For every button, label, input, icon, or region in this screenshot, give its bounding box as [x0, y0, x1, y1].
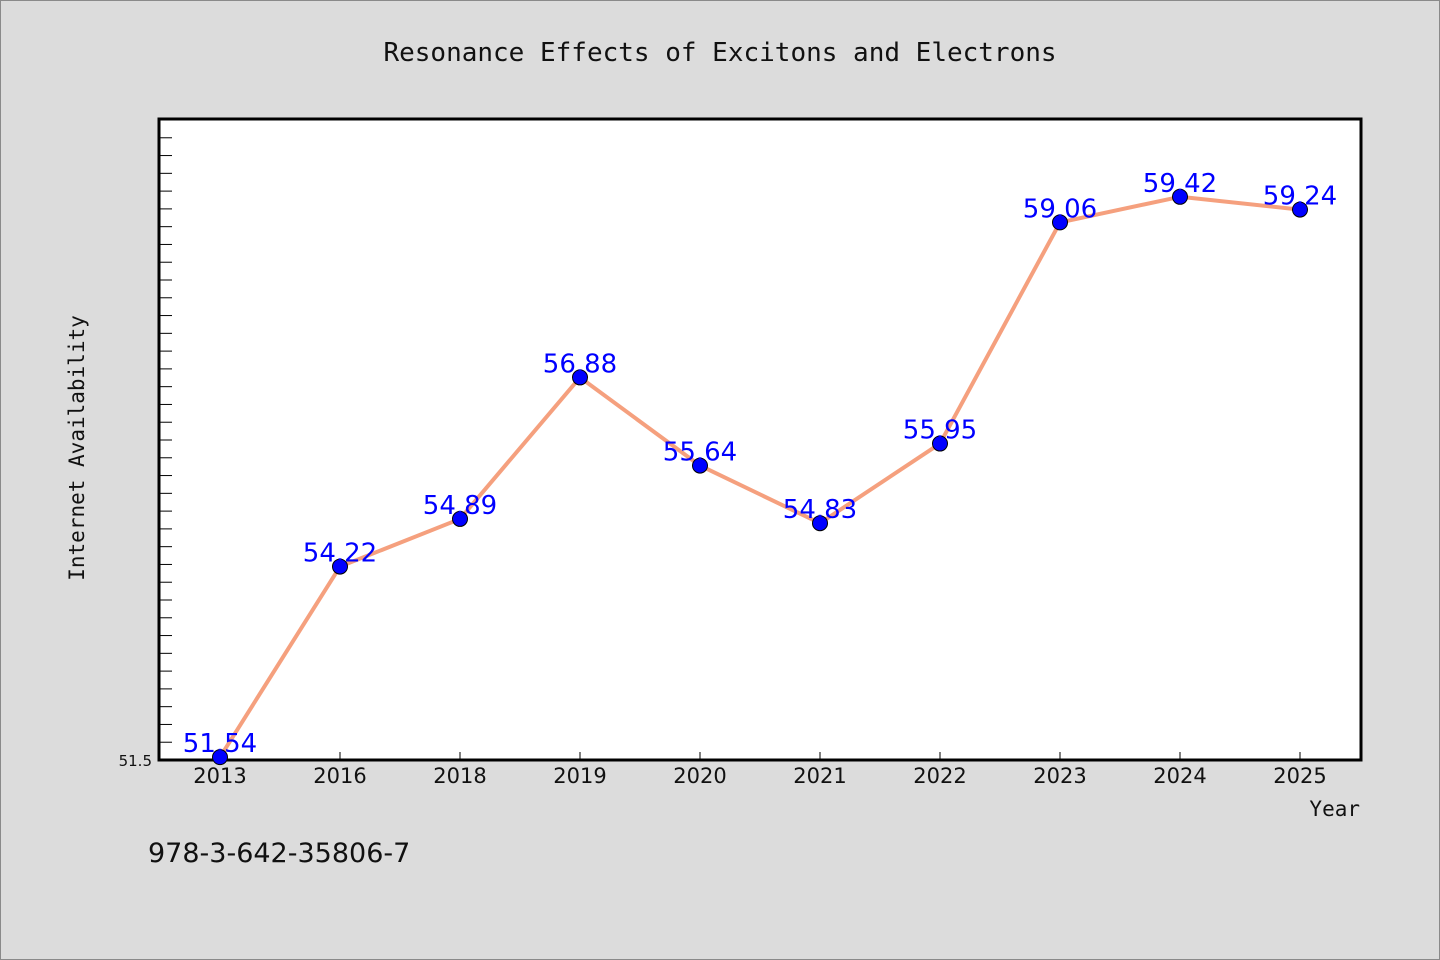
y-axis-ticks: [160, 137, 172, 743]
data-point: [212, 749, 228, 766]
data-label: 54.22: [303, 539, 377, 569]
x-tick-label: 2023: [1033, 764, 1086, 788]
footer-identifier: 978-3-642-35806-7: [148, 838, 410, 869]
data-point: [692, 457, 708, 474]
data-labels: 51.54 54.22 54.89 56.88 55.64 54.83 55.95 59.06…: [183, 169, 1337, 759]
x-tick-label: 2018: [433, 764, 486, 788]
x-tick-label: 2025: [1273, 764, 1326, 788]
plot-area: [157, 117, 1363, 762]
x-tick-label: 2024: [1153, 764, 1206, 788]
data-point: [332, 558, 348, 575]
data-label: 56.88: [543, 349, 617, 379]
data-label: 59.42: [1143, 169, 1217, 199]
chart-title: Resonance Effects of Excitons and Electr…: [383, 38, 1056, 68]
x-tick-label: 2022: [913, 764, 966, 788]
x-axis-title: Year: [1309, 797, 1360, 821]
data-label: 55.64: [663, 438, 737, 468]
data-point: [1052, 214, 1068, 231]
x-tick-label: 2021: [793, 764, 846, 788]
x-tick-label: 2020: [673, 764, 726, 788]
data-point: [812, 515, 828, 532]
data-label: 59.06: [1023, 194, 1097, 224]
data-label: 59.24: [1263, 182, 1337, 212]
data-label: 54.89: [423, 491, 497, 521]
x-tick-labels: 2013 2016 2018 2019 2020 2021 2022 2023 2024 2025: [193, 764, 1326, 788]
y-axis-title: Internet Availability: [65, 315, 89, 581]
series-markers: [212, 188, 1308, 766]
y-tick-label: 51.5: [119, 752, 152, 770]
data-point: [1172, 188, 1188, 205]
x-tick-label: 2016: [313, 764, 366, 788]
data-label: 54.83: [783, 495, 857, 525]
x-tick-label: 2019: [553, 764, 606, 788]
data-point: [452, 510, 468, 527]
data-point: [572, 369, 588, 386]
series-line: [218, 194, 1301, 759]
data-label: 51.54: [183, 729, 257, 759]
x-tick-label: 2013: [193, 764, 246, 788]
data-label: 55.95: [903, 416, 977, 446]
data-point: [932, 435, 948, 452]
data-point: [1292, 201, 1308, 218]
